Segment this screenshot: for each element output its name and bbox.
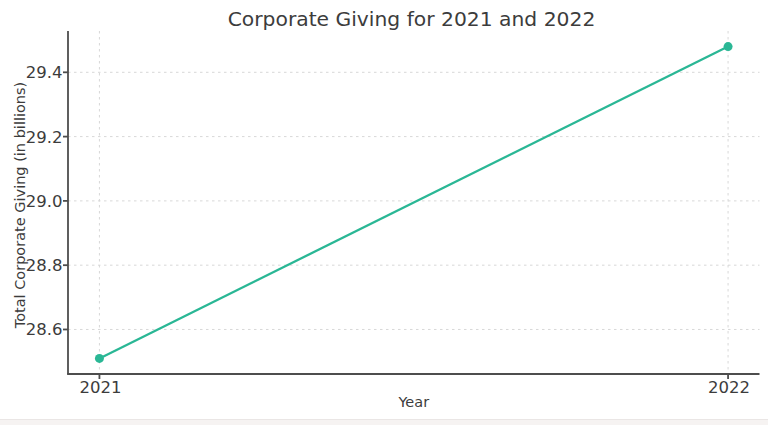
series-line [99, 47, 728, 359]
y-tick-label: 29.0 [26, 192, 63, 211]
data-point-marker [724, 42, 733, 51]
y-tick-label: 28.6 [26, 320, 63, 339]
y-tick-label: 29.2 [26, 128, 63, 147]
line-chart: 28.6 28.8 29.0 29.2 29.4 2021 2022 Corporate G… [0, 0, 768, 425]
y-axis-label: Total Corporate Giving (in billions) [12, 82, 28, 330]
y-tick-label: 28.8 [26, 256, 63, 275]
data-series [95, 42, 733, 363]
bottom-strip [0, 419, 768, 425]
x-tick-label: 2021 [79, 378, 121, 397]
y-tick-label: 29.4 [26, 63, 63, 82]
x-tick-label: 2022 [708, 378, 750, 397]
tick-labels: 28.6 28.8 29.0 29.2 29.4 2021 2022 [26, 63, 750, 397]
data-point-marker [95, 354, 104, 363]
chart-figure: 28.6 28.8 29.0 29.2 29.4 2021 2022 Corporate G… [0, 0, 768, 425]
chart-title: Corporate Giving for 2021 and 2022 [228, 7, 596, 31]
x-axis-label: Year [397, 394, 429, 410]
